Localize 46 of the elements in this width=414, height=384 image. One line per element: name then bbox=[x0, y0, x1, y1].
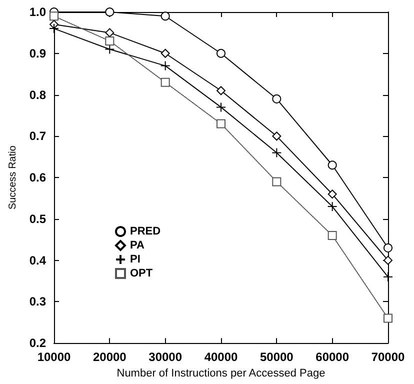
point bbox=[272, 94, 282, 104]
y-tick-label: 0.2 bbox=[29, 336, 46, 350]
legend-label: PI bbox=[130, 254, 140, 266]
point bbox=[160, 48, 170, 58]
point bbox=[327, 202, 338, 212]
x-axis-title: Number of Instructions per Accessed Page bbox=[116, 368, 326, 380]
point bbox=[384, 314, 392, 323]
point bbox=[272, 177, 282, 186]
y-tick-label: 1.0 bbox=[29, 5, 46, 19]
point bbox=[105, 36, 114, 46]
x-tick-label: 20000 bbox=[92, 350, 127, 364]
y-tick-label: 0.7 bbox=[29, 129, 46, 144]
y-tick-label: 0.5 bbox=[29, 212, 46, 226]
legend-label: PRED bbox=[130, 226, 161, 238]
x-tick-label: 60000 bbox=[316, 350, 350, 364]
point bbox=[328, 230, 337, 240]
point bbox=[328, 160, 337, 170]
point bbox=[160, 60, 170, 71]
point bbox=[216, 119, 226, 128]
y-tick-label: 0.4 bbox=[29, 253, 46, 268]
point bbox=[384, 243, 392, 252]
point bbox=[105, 28, 114, 38]
point bbox=[160, 78, 170, 87]
y-tick-label: 0.6 bbox=[29, 170, 46, 185]
point bbox=[104, 44, 115, 54]
point bbox=[50, 12, 58, 21]
x-tick-label: 70000 bbox=[371, 350, 406, 364]
x-tick-label: 50000 bbox=[260, 350, 294, 364]
point bbox=[272, 132, 282, 141]
point bbox=[105, 8, 114, 16]
y-axis-title: Success Ratio bbox=[8, 145, 18, 210]
y-tick-label: 0.8 bbox=[29, 88, 46, 102]
y-tick-label: 0.9 bbox=[29, 46, 46, 60]
x-tick-label: 40000 bbox=[204, 350, 238, 364]
point bbox=[272, 148, 282, 158]
point bbox=[383, 272, 393, 282]
point bbox=[328, 190, 337, 199]
point bbox=[160, 12, 170, 21]
point bbox=[216, 102, 226, 112]
y-tick-label: 0.3 bbox=[29, 294, 46, 309]
x-tick-label: 10000 bbox=[37, 350, 72, 364]
point bbox=[216, 86, 226, 96]
legend-label: OPT bbox=[130, 268, 153, 280]
legend-label: PA bbox=[130, 240, 145, 252]
point bbox=[216, 48, 226, 58]
x-tick-label: 30000 bbox=[148, 350, 182, 364]
